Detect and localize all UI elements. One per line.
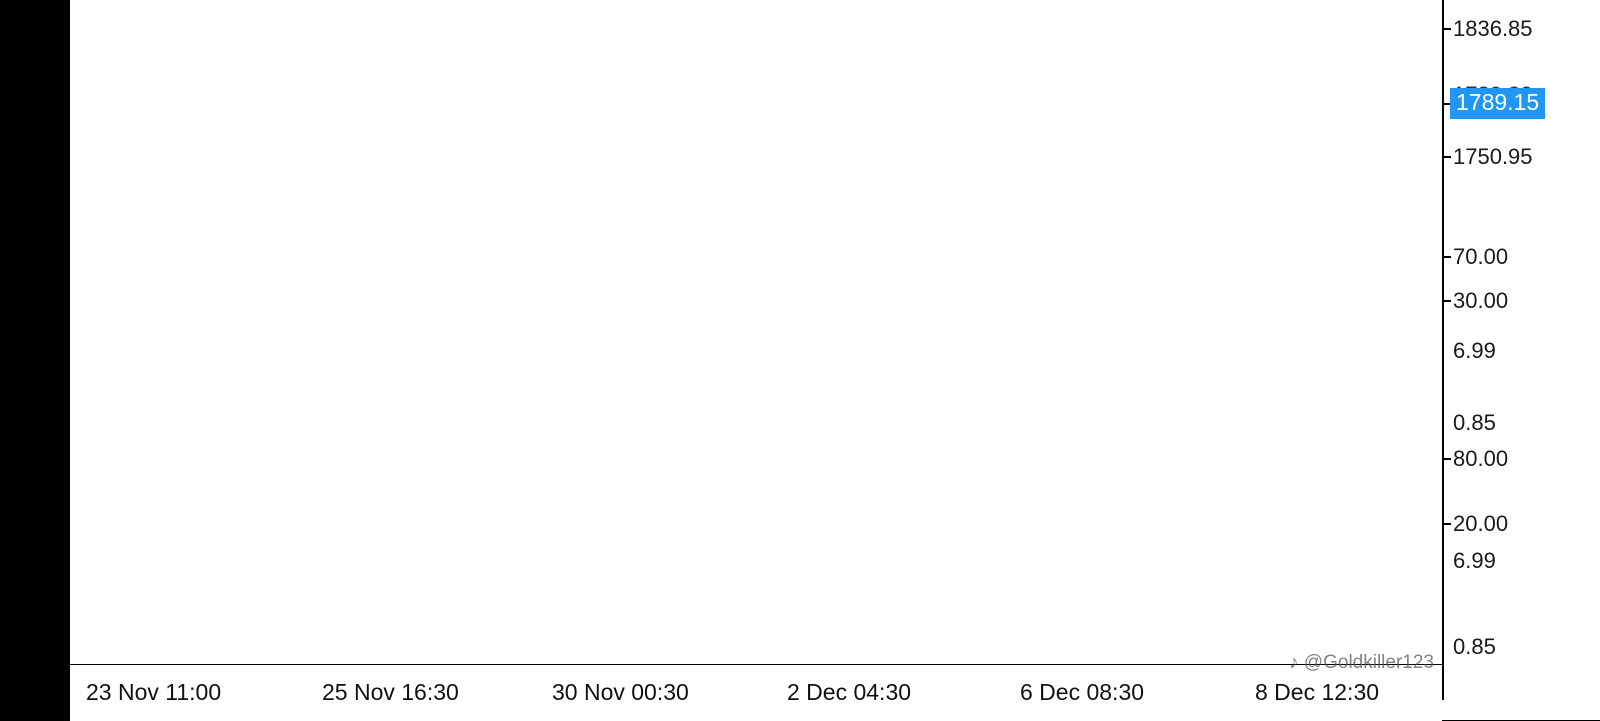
axis-label-rsi-70: 70.00 xyxy=(1453,244,1509,269)
time-axis[interactable]: 23 Nov 11:00 25 Nov 16:30 30 Nov 00:30 2… xyxy=(70,664,1442,721)
chart-frame: Gold, M30 1787.62 1789.32 1787.62 1789.1… xyxy=(70,0,1442,720)
axis-tick xyxy=(1442,300,1451,302)
axis-label-atr-high: 6.99 xyxy=(1453,338,1496,363)
axis-tick xyxy=(1442,28,1451,30)
axis-label-high: 1836.85 xyxy=(1453,16,1533,41)
time-label: 30 Nov 00:30 xyxy=(552,679,689,705)
axis-tick xyxy=(1442,156,1451,158)
axis-label-atr-low: 0.85 xyxy=(1453,410,1496,435)
time-label: 2 Dec 04:30 xyxy=(787,679,912,705)
axis-label-stoch-20: 20.00 xyxy=(1453,511,1509,536)
axis-label-fractal-high: 6.99 xyxy=(1453,548,1496,573)
time-label: 25 Nov 16:30 xyxy=(322,679,459,705)
axis-tick xyxy=(1442,458,1451,460)
current-price-tag[interactable]: 1789.15 xyxy=(1450,88,1546,119)
axis-label-fractal-low: 0.85 xyxy=(1453,634,1496,659)
axis-label-low: 1750.95 xyxy=(1453,144,1533,169)
axis-tick xyxy=(1442,256,1451,258)
time-label: 8 Dec 12:30 xyxy=(1255,679,1380,705)
axis-label-rsi-30: 30.00 xyxy=(1453,288,1509,313)
axis-tick xyxy=(1442,523,1451,525)
time-label: 23 Nov 11:00 xyxy=(86,679,222,705)
time-label: 6 Dec 08:30 xyxy=(1020,679,1145,705)
price-axis[interactable]: 1836.85 1789.32 1789.15 1750.95 70.00 30… xyxy=(1442,0,1600,720)
axis-tick xyxy=(1442,103,1451,105)
axis-label-stoch-80: 80.00 xyxy=(1453,446,1509,471)
axis-vertical-line xyxy=(1442,0,1444,700)
watermark: ♪ @Goldkiller123 xyxy=(1289,652,1434,673)
